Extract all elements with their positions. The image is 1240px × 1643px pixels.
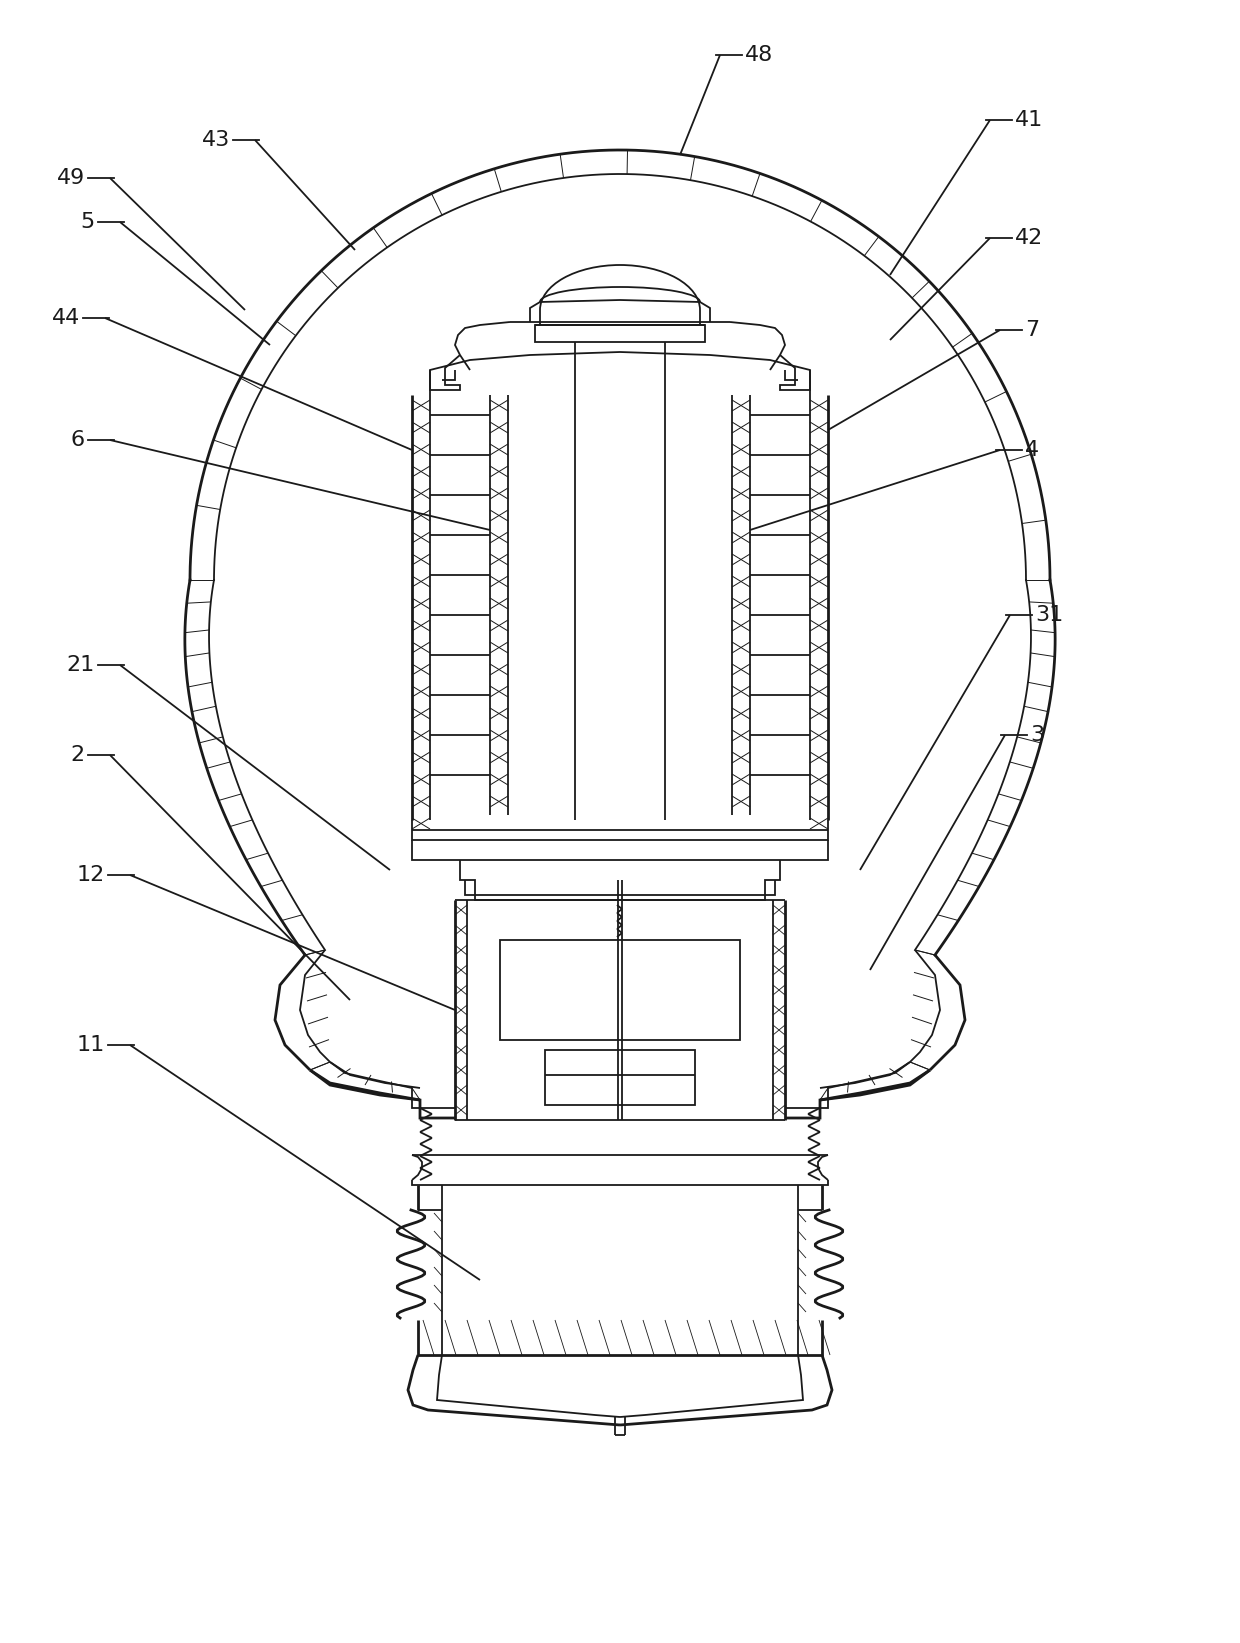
Text: 31: 31 (1035, 605, 1063, 624)
Text: 12: 12 (77, 864, 105, 886)
Text: 4: 4 (1025, 440, 1039, 460)
Text: 3: 3 (1030, 725, 1044, 744)
Text: 7: 7 (1025, 320, 1039, 340)
Text: 5: 5 (81, 212, 95, 232)
Text: 44: 44 (52, 307, 81, 329)
Text: 6: 6 (71, 430, 86, 450)
Text: 2: 2 (71, 744, 86, 766)
Text: 11: 11 (77, 1035, 105, 1055)
Text: 43: 43 (202, 130, 229, 150)
Text: 41: 41 (1016, 110, 1043, 130)
Text: 42: 42 (1016, 228, 1043, 248)
Text: 49: 49 (57, 168, 86, 187)
Text: 21: 21 (67, 656, 95, 675)
Text: 48: 48 (745, 44, 774, 66)
